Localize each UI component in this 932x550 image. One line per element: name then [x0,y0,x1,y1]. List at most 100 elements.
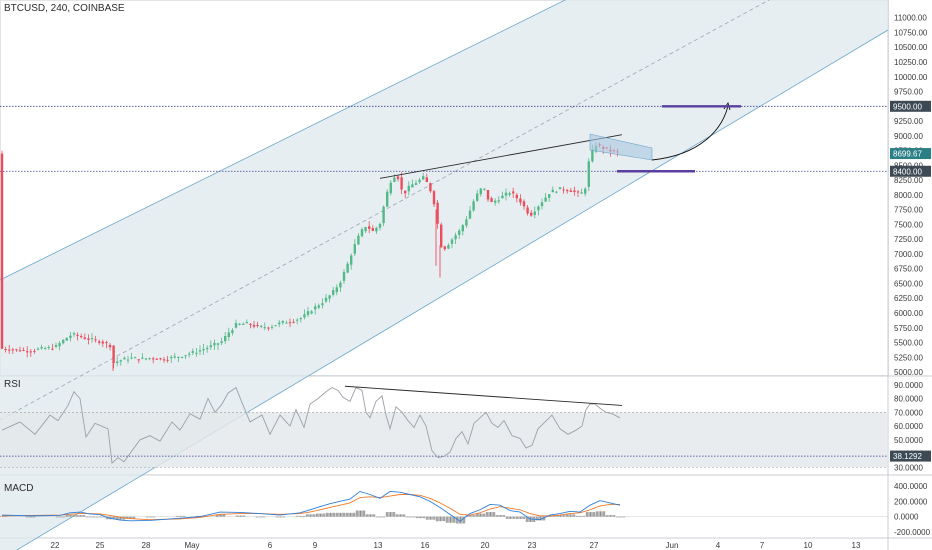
macd-histogram-bar [517,516,519,519]
macd-histogram-bar [311,514,313,517]
price-tick-label: 9250.00 [894,117,923,126]
macd-histogram-bar [354,512,356,517]
macd-histogram-bar [450,516,451,523]
candle-body [360,229,364,237]
macd-histogram-bar [255,516,257,518]
macd-histogram-bar [587,512,589,517]
macd-histogram-bar [438,516,440,522]
price-tick-label: 10250.00 [894,58,928,67]
macd-histogram-bar [34,516,36,518]
macd-histogram-bar [608,515,610,517]
rsi-tick-label: 80.0000 [894,395,923,404]
macd-histogram-bar [295,515,297,517]
candle-body [364,227,367,232]
candle-body [299,318,302,320]
macd-histogram-bar [84,515,86,517]
candle-body [432,191,436,205]
macd-histogram-bar [282,516,284,518]
candle-body [206,347,209,350]
macd-histogram-bar [597,511,599,517]
candle-body [4,349,7,351]
macd-histogram-bar [598,511,600,517]
macd-histogram-bar [378,516,380,518]
macd-histogram-bar [417,516,419,519]
macd-line [1,490,621,522]
macd-histogram-bar [560,515,561,517]
macd-histogram-bar [114,516,116,520]
macd-histogram-bar [338,512,340,517]
macd-histogram-bar [594,512,596,517]
macd-histogram-bar [381,516,383,518]
macd-histogram-bar [25,516,27,518]
candle-body [587,161,590,187]
macd-histogram-bar [75,515,77,517]
time-tick-label: 28 [142,541,151,550]
macd-histogram-bar [352,512,354,517]
macd-histogram-bar [505,516,507,519]
candle-body [195,352,198,354]
macd-histogram-bar [241,515,243,517]
macd-histogram-bar [568,514,570,517]
macd-histogram-bar [448,516,450,523]
macd-histogram-bar [388,512,390,517]
macd-histogram-bar [178,515,180,517]
candle-body [80,335,83,338]
macd-histogram-bar [385,512,387,517]
macd-tick-label: -200.0000 [894,528,931,537]
macd-histogram-bar [322,513,324,517]
level-badge [890,165,931,177]
macd-histogram-bar [365,514,367,517]
macd-histogram-bar [78,515,80,517]
macd-histogram-bar [298,515,300,517]
candle-body [224,336,227,342]
macd-histogram-bar [184,515,186,517]
macd-histogram-bar [368,514,370,517]
rsi-divergence-line [344,385,623,406]
macd-histogram-bar [430,516,431,520]
candle-body [8,349,11,351]
macd-histogram-bar [94,516,96,518]
candle-body [533,211,536,216]
candle-body [177,356,180,358]
rsi-tick-label: 70.0000 [894,408,923,417]
macd-histogram-bar [314,514,316,517]
macd-histogram-bar [327,512,329,517]
candle-body [440,224,443,248]
candle-body [526,207,529,214]
macd-histogram-bar [57,516,59,518]
macd-tick-label: 400.0000 [894,482,928,491]
price-tick-label: 6250.00 [894,294,923,303]
macd-histogram-bar [128,516,130,519]
macd-histogram-bar [341,512,343,517]
macd-histogram-bar [617,516,619,518]
candle-body [40,347,43,349]
macd-histogram-bar [462,516,464,524]
candle-body [216,343,220,345]
macd-histogram-bar [392,512,394,517]
macd-histogram-bar [277,516,279,518]
candle-body [220,341,223,344]
price-tick-label: 7000.00 [894,250,923,259]
macd-histogram [0,510,626,524]
level-badge-label: 8400.00 [893,167,922,176]
rsi-pane-label: RSI [4,379,21,390]
macd-histogram-bar [325,512,327,517]
candle-body [389,182,392,194]
rsi-value-label: 38.1292 [893,452,922,461]
macd-histogram-bar [72,515,74,517]
candle-body [270,326,274,328]
candle-body [252,324,256,327]
level-badge-label: 9500.00 [893,102,922,111]
symbol-title: BTCUSD, 240, COINBASE [4,3,125,14]
candle-body [285,322,288,324]
macd-histogram-bar [480,513,481,517]
macd-histogram-bar [540,516,541,521]
last-price-badge [890,148,931,160]
candle-body [591,149,594,162]
macd-histogram-bar [350,512,351,517]
macd-histogram-bar [511,516,513,519]
candle-body [497,200,500,202]
macd-histogram-bar [561,515,563,517]
macd-histogram-bar [360,510,361,517]
macd-histogram-bar [464,516,466,524]
